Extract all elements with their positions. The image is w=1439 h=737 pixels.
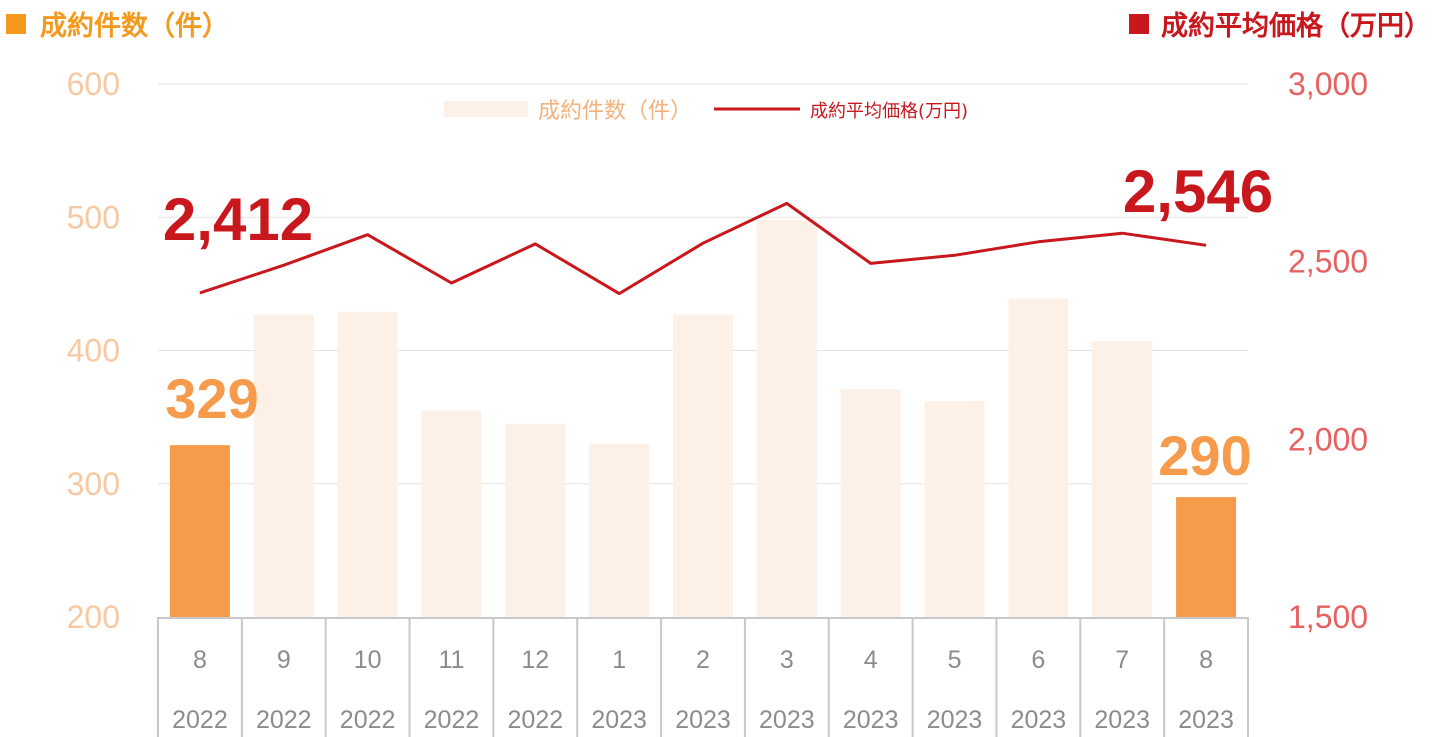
bar bbox=[253, 314, 314, 617]
month-label: 9 bbox=[277, 646, 291, 674]
callout-count: 290 bbox=[1158, 424, 1251, 487]
right-axis-legend-label: 成約平均価格（万円） bbox=[1161, 11, 1431, 42]
callout-count: 329 bbox=[165, 367, 258, 430]
bar bbox=[756, 219, 817, 618]
bar bbox=[924, 401, 985, 617]
bar bbox=[337, 311, 398, 617]
month-label: 1 bbox=[612, 646, 626, 674]
right-tick-label: 2,000 bbox=[1288, 421, 1368, 457]
year-label: 2023 bbox=[675, 706, 731, 734]
month-label: 6 bbox=[1031, 646, 1045, 674]
right-tick-label: 3,000 bbox=[1288, 66, 1368, 102]
month-label: 2 bbox=[696, 646, 710, 674]
month-label: 3 bbox=[780, 646, 794, 674]
year-label: 2022 bbox=[424, 706, 480, 734]
bar bbox=[1176, 497, 1237, 617]
callout-labels: 2,412 2,546 329 290 bbox=[163, 158, 1273, 487]
right-tick-label: 1,500 bbox=[1288, 599, 1368, 635]
left-axis-legend: 成約件数（件） bbox=[6, 4, 229, 43]
year-label: 2023 bbox=[843, 706, 899, 734]
left-tick-label: 400 bbox=[67, 333, 120, 369]
bar bbox=[589, 443, 650, 617]
year-label: 2023 bbox=[927, 706, 983, 734]
month-label: 7 bbox=[1115, 646, 1129, 674]
category-table: 8 2022 9 2022 10 2022 11 2022 12 2022 1 2023 2 2023 3 2… bbox=[157, 617, 1249, 737]
month-label: 12 bbox=[521, 646, 549, 674]
month-label: 11 bbox=[438, 646, 464, 674]
year-label: 2022 bbox=[340, 706, 396, 734]
chart-legend: 成約件数（件） 成約平均価格(万円) bbox=[444, 99, 968, 124]
bar bbox=[673, 314, 733, 617]
month-label: 10 bbox=[354, 646, 382, 674]
legend-line-label: 成約平均価格(万円) bbox=[810, 101, 968, 122]
right-tick-label: 2,500 bbox=[1288, 244, 1368, 280]
callout-price: 2,546 bbox=[1123, 158, 1273, 225]
left-tick-label: 300 bbox=[67, 466, 120, 502]
bar bbox=[505, 423, 566, 617]
year-label: 2022 bbox=[256, 706, 312, 734]
left-tick-label: 500 bbox=[67, 199, 120, 235]
right-axis-legend: 成約平均価格（万円） bbox=[1129, 4, 1431, 43]
line-series bbox=[199, 201, 1207, 296]
callout-price: 2,412 bbox=[163, 186, 313, 253]
year-label: 2023 bbox=[1094, 706, 1150, 734]
month-label: 4 bbox=[864, 646, 878, 674]
legend-bar-label: 成約件数（件） bbox=[538, 99, 692, 124]
month-label: 8 bbox=[193, 646, 207, 674]
right-axis: 3,000 2,500 2,000 1,500 bbox=[1288, 66, 1368, 635]
red-square-icon bbox=[1129, 13, 1149, 34]
bar bbox=[169, 445, 230, 617]
year-label: 2023 bbox=[591, 706, 647, 734]
bar bbox=[1008, 298, 1069, 617]
year-label: 2022 bbox=[507, 706, 563, 734]
orange-square-icon bbox=[6, 13, 26, 34]
legend-bar-swatch bbox=[444, 101, 528, 117]
left-axis: 600 500 400 300 200 bbox=[67, 66, 120, 635]
left-axis-legend-label: 成約件数（件） bbox=[40, 11, 229, 42]
left-tick-label: 600 bbox=[67, 66, 120, 102]
year-label: 2023 bbox=[759, 706, 815, 734]
year-label: 2022 bbox=[172, 706, 228, 734]
month-label: 8 bbox=[1199, 646, 1213, 674]
price-line bbox=[199, 201, 1207, 296]
bar bbox=[840, 389, 901, 617]
month-label: 5 bbox=[948, 646, 962, 674]
year-label: 2023 bbox=[1178, 706, 1234, 734]
bar bbox=[421, 410, 482, 617]
bar-series bbox=[169, 219, 1237, 618]
year-label: 2023 bbox=[1011, 706, 1067, 734]
left-tick-label: 200 bbox=[67, 599, 120, 635]
bar bbox=[1092, 341, 1153, 617]
